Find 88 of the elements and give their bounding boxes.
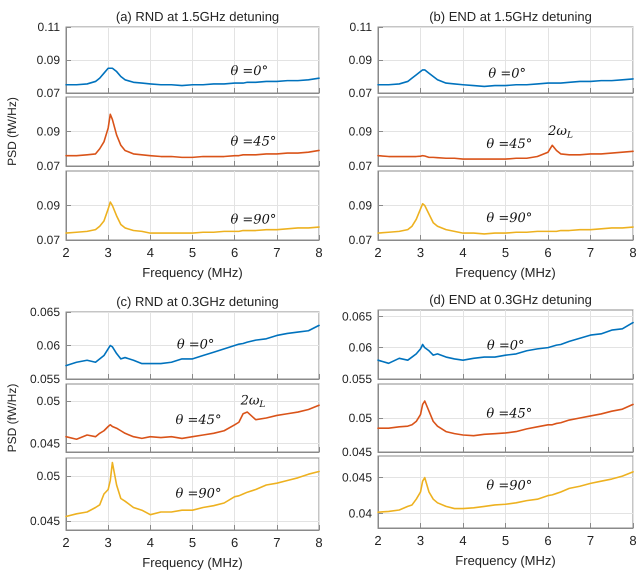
annotation: θ =90° — [230, 212, 276, 228]
x-tick-label: 3 — [104, 245, 112, 260]
line-series — [65, 67, 320, 86]
x-axis-title: Frequency (MHz) — [455, 553, 556, 568]
x-tick-label: 6 — [231, 245, 238, 260]
y-tick-label: 0.05 — [36, 394, 60, 408]
y-tick-label: 0.07 — [348, 86, 372, 100]
annotation: θ =0° — [176, 337, 214, 352]
y-tick-label: 0.045 — [342, 470, 372, 485]
x-tick-label: 7 — [586, 533, 594, 548]
line-series — [65, 462, 320, 518]
y-tick-label: 0.11 — [38, 20, 60, 34]
annotation: θ =90° — [486, 211, 532, 226]
y-tick-label: 0.045 — [30, 436, 60, 450]
y-tick-label: 0.07 — [36, 233, 60, 247]
x-tick-label: 2 — [374, 533, 382, 548]
annotation: θ =0° — [230, 64, 268, 80]
x-tick-label: 8 — [315, 535, 323, 550]
x-tick-label: 2 — [62, 245, 70, 260]
line-series — [65, 324, 320, 366]
x-tick-label: 4 — [146, 535, 154, 550]
x-tick-label: 7 — [273, 245, 280, 260]
y-tick-label: 0.09 — [36, 53, 60, 67]
annotation: θ =90° — [486, 478, 532, 494]
chart-title: (a) RND at 1.5GHz detuning — [116, 9, 280, 24]
line-series — [377, 69, 634, 88]
line-series — [65, 113, 320, 158]
annotation: θ =45° — [486, 406, 532, 422]
annotation: θ =0° — [488, 66, 526, 82]
x-tick-label: 8 — [315, 245, 323, 260]
y-tick-label: 0.09 — [348, 124, 372, 138]
x-tick-label: 6 — [544, 245, 552, 260]
x-tick-label: 8 — [629, 533, 637, 548]
x-tick-label: 6 — [231, 535, 238, 550]
x-tick-label: 6 — [544, 533, 552, 548]
x-tick-label: 7 — [273, 535, 280, 550]
x-tick-label: 5 — [188, 535, 196, 550]
y-tick-label: 0.09 — [36, 124, 60, 138]
y-tick-label: 0.09 — [348, 198, 372, 212]
x-tick-label: 2 — [62, 535, 70, 550]
y-axis-title: PSD (fW/Hz) — [5, 384, 19, 452]
y-tick-label: 0.07 — [348, 159, 372, 173]
x-axis-title: Frequency (MHz) — [455, 265, 556, 280]
y-tick-label: 0.11 — [350, 20, 372, 34]
chart-title: (c) RND at 0.3GHz detuning — [116, 294, 279, 309]
line-series — [377, 322, 634, 364]
y-tick-label: 0.04 — [348, 506, 372, 521]
x-tick-label: 5 — [502, 245, 510, 260]
x-tick-label: 2 — [374, 245, 382, 260]
line-series — [377, 400, 634, 436]
x-tick-label: 7 — [586, 245, 594, 260]
annotation: θ =45° — [486, 136, 532, 152]
x-tick-label: 5 — [188, 245, 196, 260]
y-tick-label: 0.06 — [36, 338, 60, 352]
x-tick-label: 4 — [459, 533, 467, 548]
y-tick-label: 0.05 — [348, 411, 372, 425]
x-tick-label: 3 — [416, 533, 424, 548]
x-tick-label: 5 — [502, 533, 510, 548]
y-tick-label: 0.07 — [36, 159, 60, 173]
x-tick-label: 3 — [416, 245, 424, 260]
y-tick-label: 0.065 — [30, 305, 60, 319]
x-axis-title: Frequency (MHz) — [142, 265, 243, 280]
line-series — [377, 202, 634, 235]
x-axis-title: Frequency (MHz) — [142, 555, 243, 570]
y-tick-label: 0.055 — [342, 372, 372, 386]
annotation: θ =45° — [176, 413, 222, 428]
y-tick-label: 0.07 — [348, 233, 372, 247]
y-tick-label: 0.045 — [30, 514, 60, 528]
line-series — [377, 471, 634, 513]
y-tick-label: 0.06 — [348, 340, 372, 355]
y-axis-title: PSD (fW/Hz) — [5, 97, 19, 166]
annotation: θ =0° — [486, 338, 525, 354]
y-tick-label: 0.09 — [36, 198, 60, 212]
line-series — [65, 201, 320, 234]
annotation: θ =90° — [176, 486, 222, 502]
annotation: θ =45° — [230, 134, 276, 150]
y-tick-label: 0.055 — [30, 372, 60, 386]
x-tick-label: 8 — [629, 245, 637, 260]
chart-title: (d) END at 0.3GHz detuning — [429, 292, 592, 307]
x-tick-label: 4 — [459, 245, 467, 260]
chart-title: (b) END at 1.5GHz detuning — [429, 9, 592, 24]
x-tick-label: 4 — [146, 245, 154, 260]
y-tick-label: 0.09 — [348, 53, 372, 67]
y-tick-label: 0.05 — [36, 469, 60, 483]
y-tick-label: 0.045 — [342, 445, 372, 459]
y-tick-label: 0.065 — [342, 309, 372, 324]
y-tick-label: 0.07 — [36, 86, 60, 100]
x-tick-label: 3 — [104, 535, 112, 550]
